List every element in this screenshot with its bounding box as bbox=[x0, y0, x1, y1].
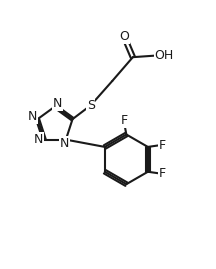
Text: S: S bbox=[87, 99, 95, 112]
Text: F: F bbox=[121, 114, 128, 127]
Text: OH: OH bbox=[154, 49, 174, 62]
Text: F: F bbox=[159, 139, 166, 152]
Text: O: O bbox=[119, 30, 129, 43]
Text: F: F bbox=[159, 167, 166, 180]
Text: N: N bbox=[28, 110, 38, 123]
Text: N: N bbox=[53, 97, 62, 110]
Text: N: N bbox=[33, 133, 43, 146]
Text: N: N bbox=[59, 137, 69, 150]
